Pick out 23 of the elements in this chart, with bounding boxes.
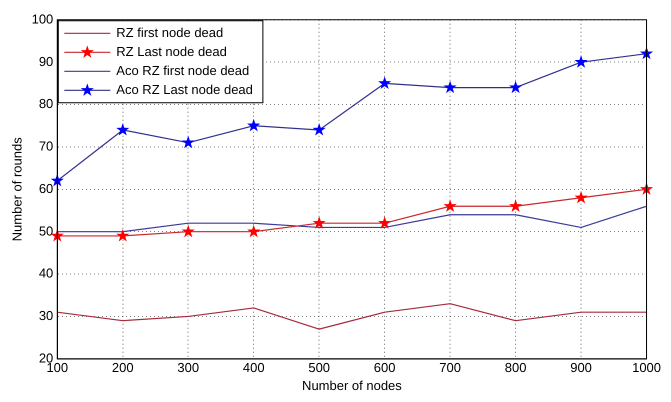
- x-tick-label: 800: [504, 360, 526, 376]
- y-tick-label: 60: [38, 180, 54, 196]
- y-tick-label: 70: [38, 138, 54, 154]
- y-tick-label: 80: [38, 96, 54, 112]
- x-tick-label: 300: [177, 360, 200, 376]
- y-tick-label: 90: [38, 54, 54, 69]
- x-tick-label: 1000: [632, 360, 661, 376]
- legend-label: Aco RZ Last node dead: [116, 82, 253, 97]
- x-tick-label: 700: [439, 360, 461, 376]
- x-axis-title: Number of nodes: [302, 378, 402, 393]
- y-tick-label: 50: [38, 223, 54, 238]
- x-tick-label: 400: [242, 360, 265, 376]
- x-tick-label: 500: [308, 360, 330, 376]
- x-tick-label: 900: [570, 360, 592, 376]
- y-tick-label: 30: [38, 308, 54, 324]
- y-tick-label: 40: [38, 266, 54, 281]
- legend-label: RZ Last node dead: [116, 44, 227, 59]
- legend-label: RZ first node dead: [116, 24, 224, 40]
- legend-label: Aco RZ first node dead: [116, 62, 250, 78]
- y-axis-title: Number of rounds: [9, 136, 24, 242]
- x-tick-label: 200: [112, 360, 134, 376]
- x-tick-label: 600: [374, 360, 396, 376]
- y-tick-label: 100: [32, 11, 54, 26]
